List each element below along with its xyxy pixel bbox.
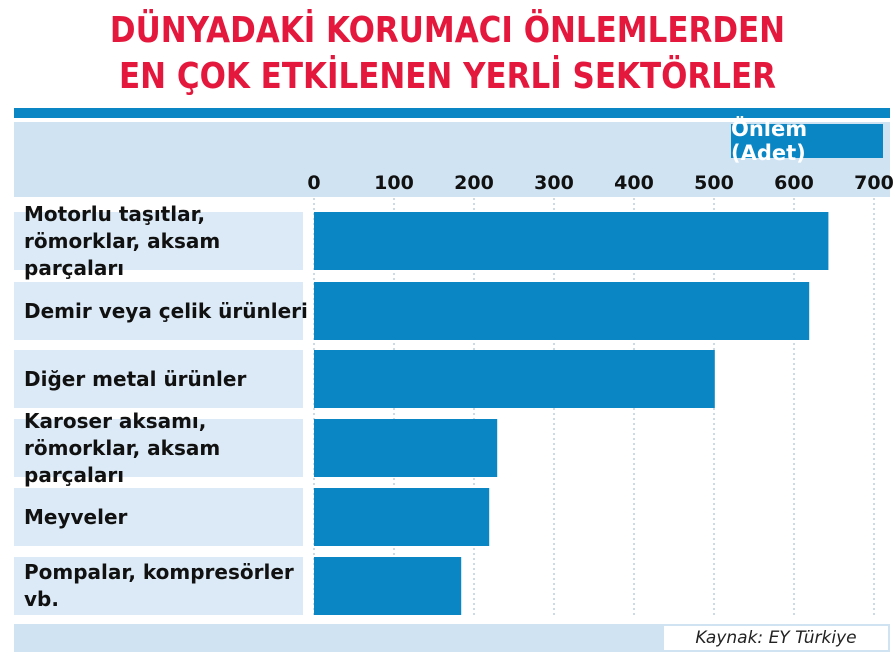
- category-label: Meyveler: [24, 504, 128, 529]
- source-label: Kaynak: EY Türkiye: [664, 626, 888, 650]
- bar: [314, 350, 715, 408]
- x-tick-label: 200: [454, 172, 494, 194]
- category-label: Pompalar, kompresörler vb.: [24, 560, 294, 611]
- x-tick-label: 0: [307, 172, 320, 194]
- category-label-background: [14, 557, 303, 615]
- category-label-background: [14, 488, 303, 546]
- x-tick-label: 100: [374, 172, 414, 194]
- category-label: Demir veya çelik ürünleri: [24, 298, 308, 323]
- chart-title-line-1: DÜNYADAKİ KORUMACI ÖNLEMLERDEN: [109, 10, 786, 51]
- x-tick-label: 400: [614, 172, 654, 194]
- x-tick-label: 300: [534, 172, 574, 194]
- bar: [314, 557, 462, 615]
- top-rule: [14, 108, 890, 118]
- category-label-background: [14, 212, 303, 270]
- bar: [314, 282, 810, 340]
- chart-title-line-2: EN ÇOK ETKİLENEN YERLİ SEKTÖRLER: [119, 56, 776, 97]
- category-label-background: [14, 419, 303, 477]
- x-tick-label: 700: [854, 172, 894, 194]
- bar: [314, 212, 829, 270]
- x-tick-label: 600: [774, 172, 814, 194]
- category-label-background: [14, 282, 303, 340]
- bar: [314, 488, 490, 546]
- x-tick-label: 500: [694, 172, 734, 194]
- category-label: Diğer metal ürünler: [24, 366, 247, 391]
- category-label-background: [14, 350, 303, 408]
- bar: [314, 419, 498, 477]
